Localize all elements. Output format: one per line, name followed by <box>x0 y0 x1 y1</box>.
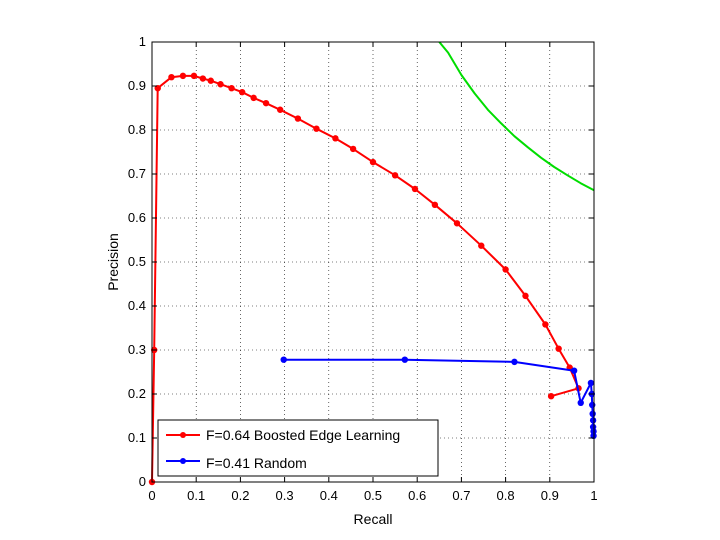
series-1-point <box>401 356 409 363</box>
series-0-point <box>542 321 549 328</box>
series-0-point <box>250 94 257 102</box>
y-tick-label: 0.1 <box>128 430 146 445</box>
x-tick-label: 0.4 <box>320 488 338 503</box>
y-tick-label: 0.4 <box>128 298 146 313</box>
y-axis-label: Precision <box>105 233 121 291</box>
y-tick-label: 0.2 <box>128 386 146 401</box>
legend: F=0.64 Boosted Edge Learning F=0.41 Rand… <box>157 419 439 477</box>
series-0-point <box>217 81 224 88</box>
series-0-point <box>228 85 235 92</box>
x-tick-label: 0.3 <box>276 488 294 503</box>
x-tick-label: 0.7 <box>452 488 470 503</box>
series-0-point <box>411 185 419 193</box>
series-0-point <box>179 72 187 80</box>
legend-box <box>157 419 439 477</box>
x-tick-label: 0.1 <box>187 488 205 503</box>
series-0-point <box>349 145 357 153</box>
series-0-point <box>199 75 207 82</box>
x-tick-label: 0.9 <box>541 488 559 503</box>
grid-lines <box>152 42 594 482</box>
series-0-point <box>478 242 485 249</box>
y-tick-label: 0.3 <box>128 342 146 357</box>
y-tick-label: 0 <box>139 474 146 489</box>
series-0-point <box>522 292 529 300</box>
y-tick-label: 0.7 <box>128 166 146 181</box>
y-tick-label: 1 <box>139 34 146 49</box>
series-0-point <box>431 201 439 208</box>
series-1-point <box>570 367 578 374</box>
y-tick-label: 0.8 <box>128 122 146 137</box>
x-tick-label: 0.8 <box>497 488 515 503</box>
series-1-point <box>589 417 597 424</box>
series-0-point <box>168 74 175 81</box>
y-tick-label: 0.9 <box>128 78 146 93</box>
series-0-point <box>369 158 377 166</box>
series-0-point <box>313 125 320 132</box>
x-tick-label: 0.6 <box>408 488 426 503</box>
series-0-point <box>391 172 399 179</box>
series-0-point <box>453 220 461 227</box>
series-1-point <box>587 379 595 387</box>
axis-ticks: 0 0.1 0.2 0.3 0.4 0.5 0.6 0.7 0.8 0.9 1 0 0.1 0.2 0.3 0… <box>128 34 598 503</box>
series-0-point <box>207 77 214 84</box>
series-0-point <box>238 88 246 96</box>
series-0-point <box>555 345 562 352</box>
x-tick-label: 0.5 <box>364 488 382 503</box>
x-axis-label: Recall <box>354 511 393 527</box>
legend-swatch-marker-boosted <box>180 432 186 438</box>
legend-swatch-marker-random <box>180 458 186 464</box>
legend-label-boosted: F=0.64 Boosted Edge Learning <box>206 427 400 443</box>
x-tick-label: 1 <box>590 488 597 503</box>
series-1-point <box>589 410 596 417</box>
series-0-point <box>276 106 284 113</box>
series-1-point <box>280 356 287 363</box>
y-tick-label: 0.5 <box>128 254 146 269</box>
series-line-2 <box>438 41 595 192</box>
series-1-point <box>511 358 518 366</box>
series-0-point <box>190 72 198 80</box>
x-tick-label: 0 <box>148 488 155 503</box>
series-0-point <box>154 85 161 92</box>
series-1-point <box>577 399 584 406</box>
series-0-point <box>294 115 302 122</box>
series-0-point <box>502 266 509 273</box>
legend-label-random: F=0.41 Random <box>206 455 307 471</box>
series-0-point <box>547 393 555 400</box>
y-tick-label: 0.6 <box>128 210 146 225</box>
x-tick-label: 0.2 <box>231 488 249 503</box>
series-0-point <box>332 135 339 142</box>
series-0-point <box>262 99 270 107</box>
